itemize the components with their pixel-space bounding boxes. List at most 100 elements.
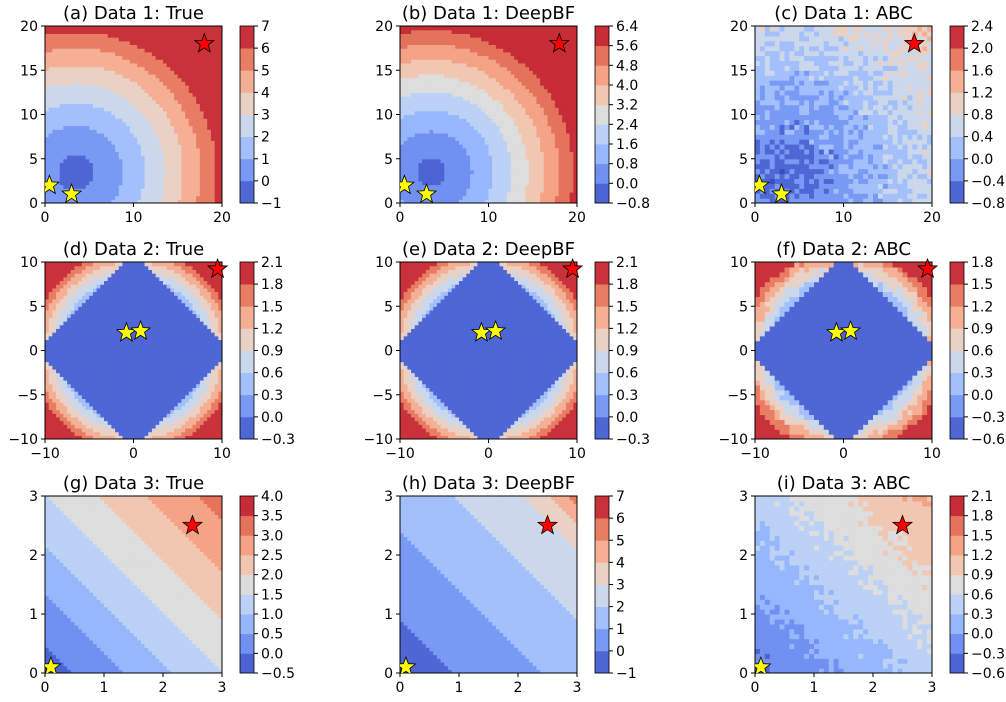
heatmap-cell [447,140,453,145]
heatmap-cell [414,188,420,193]
heatmap-cell [473,166,479,171]
heatmap-cell [104,85,109,90]
heatmap-cell [59,151,65,156]
heatmap-cell [140,184,146,189]
heatmap-cell [192,147,197,152]
heatmap-cell [122,40,127,46]
heatmap-cell [414,29,420,34]
heatmap-cell [177,110,183,116]
heatmap-cell [425,166,431,171]
heatmap-cell [565,195,571,200]
heatmap-cell [499,121,504,127]
heatmap-cell [122,125,127,130]
heatmap-cell [214,188,219,193]
heatmap-cell [151,59,157,64]
heatmap-cell [403,96,408,101]
heatmap-cell [400,177,405,182]
heatmap-cell [764,173,771,180]
heatmap-cell [418,118,423,123]
heatmap-cell [403,125,408,130]
heatmap-cell [78,188,83,193]
heatmap-cell [521,96,526,101]
heatmap-cell [155,73,160,79]
heatmap-cell [45,147,50,152]
heatmap-cell [199,103,205,108]
heatmap-cell [59,107,65,112]
heatmap-cell [207,155,212,160]
heatmap-cell [104,151,109,156]
heatmap-cell [177,125,183,130]
heatmap-cell [514,173,519,178]
heatmap-cell [481,81,486,86]
heatmap-cell [473,33,479,38]
heatmap-cell [411,92,416,97]
heatmap-cell [455,88,460,93]
heatmap-cell [89,70,94,75]
heatmap-cell [115,77,120,82]
heatmap-cell [547,151,552,156]
heatmap-cell [148,166,153,171]
heatmap-cell [569,125,574,130]
heatmap-cell [451,188,456,193]
heatmap-cell [477,55,482,60]
heatmap-cell [148,184,153,189]
heatmap-cell [81,37,87,42]
heatmap-cell [59,99,65,105]
heatmap-cell [769,50,776,57]
heatmap-cell [447,29,453,34]
heatmap-cell [532,191,538,197]
colorbar-tick-label: 0.8 [616,157,638,173]
heatmap-cell [52,77,57,82]
heatmap-cell [45,88,50,93]
heatmap-cell [784,129,791,135]
heatmap-cell [514,88,519,93]
heatmap-cell [565,180,571,186]
heatmap-cell [144,96,149,101]
heatmap-cell [210,51,216,57]
heatmap-cell [562,62,567,68]
heatmap-cell [565,37,571,42]
heatmap-cell [92,188,98,193]
heatmap-cell [188,169,194,175]
heatmap-cell [52,125,57,130]
heatmap-cell [558,118,563,123]
heatmap-cell [67,184,72,189]
heatmap-cell [159,99,164,105]
heatmap-cell [166,99,171,105]
heatmap-cell [155,177,160,182]
heatmap-cell [48,169,53,175]
heatmap-cell [495,51,501,57]
heatmap-cell [48,92,53,97]
heatmap-cell [81,107,87,112]
heatmap-cell [779,148,786,155]
heatmap-cell [199,114,205,119]
heatmap-cell [462,162,467,167]
heatmap-cell [543,92,549,97]
heatmap-cell [104,92,109,97]
heatmap-cell [403,121,408,127]
heatmap-cell [107,44,112,49]
heatmap-cell [540,166,545,171]
heatmap-cell [543,48,549,53]
heatmap-cell [433,107,438,112]
heatmap-cell [207,55,212,60]
heatmap-cell [218,44,222,49]
heatmap-cell [52,37,57,42]
heatmap-cell [155,99,160,105]
heatmap-cell [411,29,416,34]
heatmap-cell [503,103,508,108]
heatmap-cell [481,66,486,71]
heatmap-cell [473,107,479,112]
heatmap-cell [554,92,560,97]
heatmap-cell [100,37,105,42]
heatmap-cell [764,35,771,42]
heatmap-cell [488,81,493,86]
heatmap-cell [784,104,791,111]
heatmap-cell [177,140,183,145]
heatmap-cell [551,155,556,160]
heatmap-cell [155,191,160,197]
heatmap-cell [129,188,135,193]
heatmap-cell [532,184,538,189]
heatmap-cell [170,88,175,93]
heatmap-cell [210,195,216,200]
